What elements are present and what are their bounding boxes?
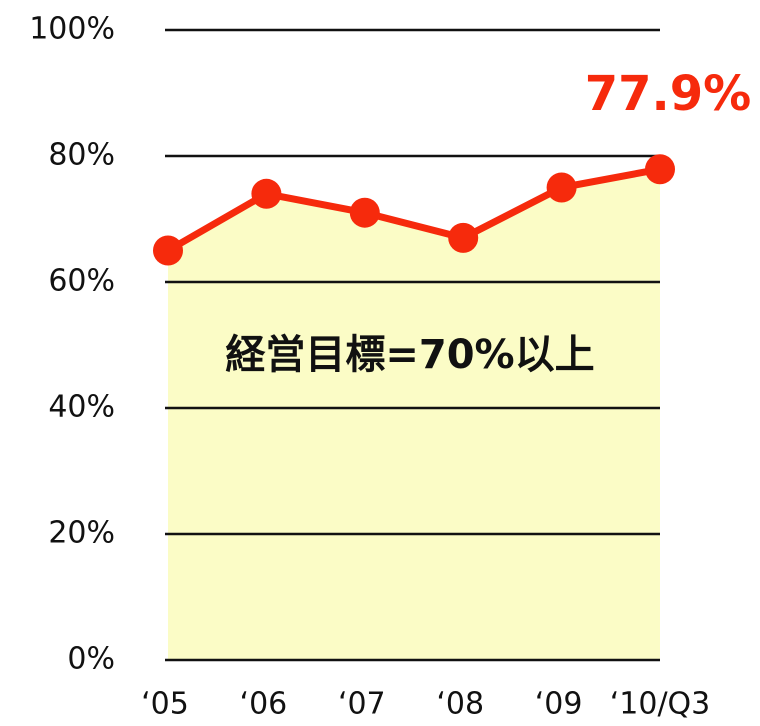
y-tick-label: 60% xyxy=(48,264,115,299)
x-tick-label: ‘08 xyxy=(436,687,484,722)
x-tick-label: ‘09 xyxy=(535,687,583,722)
y-tick-label: 0% xyxy=(67,642,115,677)
annotation: 経営目標=70%以上 xyxy=(225,332,594,378)
value-label: 77.9% xyxy=(585,66,752,122)
x-tick-label: ‘05 xyxy=(141,687,189,722)
x-tick-label: ‘10/Q3 xyxy=(610,687,711,722)
x-tick-label: ‘07 xyxy=(338,687,386,722)
y-tick-label: 100% xyxy=(29,12,115,47)
y-tick-label: 20% xyxy=(48,516,115,551)
marker xyxy=(349,197,380,228)
marker xyxy=(251,178,282,209)
x-tick-label: ‘06 xyxy=(240,687,288,722)
y-tick-label: 80% xyxy=(48,138,115,173)
area xyxy=(168,169,660,661)
line xyxy=(166,165,661,254)
marker xyxy=(448,222,479,253)
marker xyxy=(546,172,577,203)
marker xyxy=(645,154,675,185)
marker xyxy=(153,235,183,266)
y-tick-label: 40% xyxy=(48,390,115,425)
